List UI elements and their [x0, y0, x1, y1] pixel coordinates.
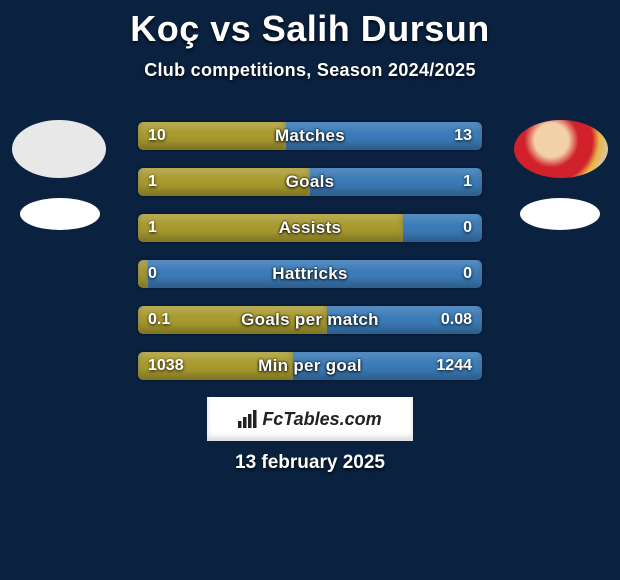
player-left-block: [12, 120, 106, 230]
brand-badge: FcTables.com: [207, 397, 413, 441]
chart-icon: [238, 410, 258, 428]
stat-label: Goals per match: [138, 310, 482, 330]
player-left-club-logo: [20, 198, 100, 230]
stat-row: 11Goals: [138, 168, 482, 196]
comparison-bars: 1013Matches 11Goals 10Assists 00Hattricks 0.…: [138, 122, 482, 398]
stat-row: 0.10.08Goals per match: [138, 306, 482, 334]
page-title: Koç vs Salih Dursun: [0, 0, 620, 50]
player-right-photo: [514, 120, 608, 178]
player-right-club-logo: [520, 198, 600, 230]
stat-label: Goals: [138, 172, 482, 192]
stat-label: Min per goal: [138, 356, 482, 376]
stat-label: Matches: [138, 126, 482, 146]
player-left-photo: [12, 120, 106, 178]
brand-text: FcTables.com: [262, 409, 381, 430]
stat-label: Assists: [138, 218, 482, 238]
stat-label: Hattricks: [138, 264, 482, 284]
stat-row: 1013Matches: [138, 122, 482, 150]
stat-row: 10381244Min per goal: [138, 352, 482, 380]
subtitle: Club competitions, Season 2024/2025: [0, 60, 620, 81]
date-text: 13 february 2025: [0, 452, 620, 474]
stat-row: 00Hattricks: [138, 260, 482, 288]
player-right-block: [514, 120, 608, 230]
stat-row: 10Assists: [138, 214, 482, 242]
